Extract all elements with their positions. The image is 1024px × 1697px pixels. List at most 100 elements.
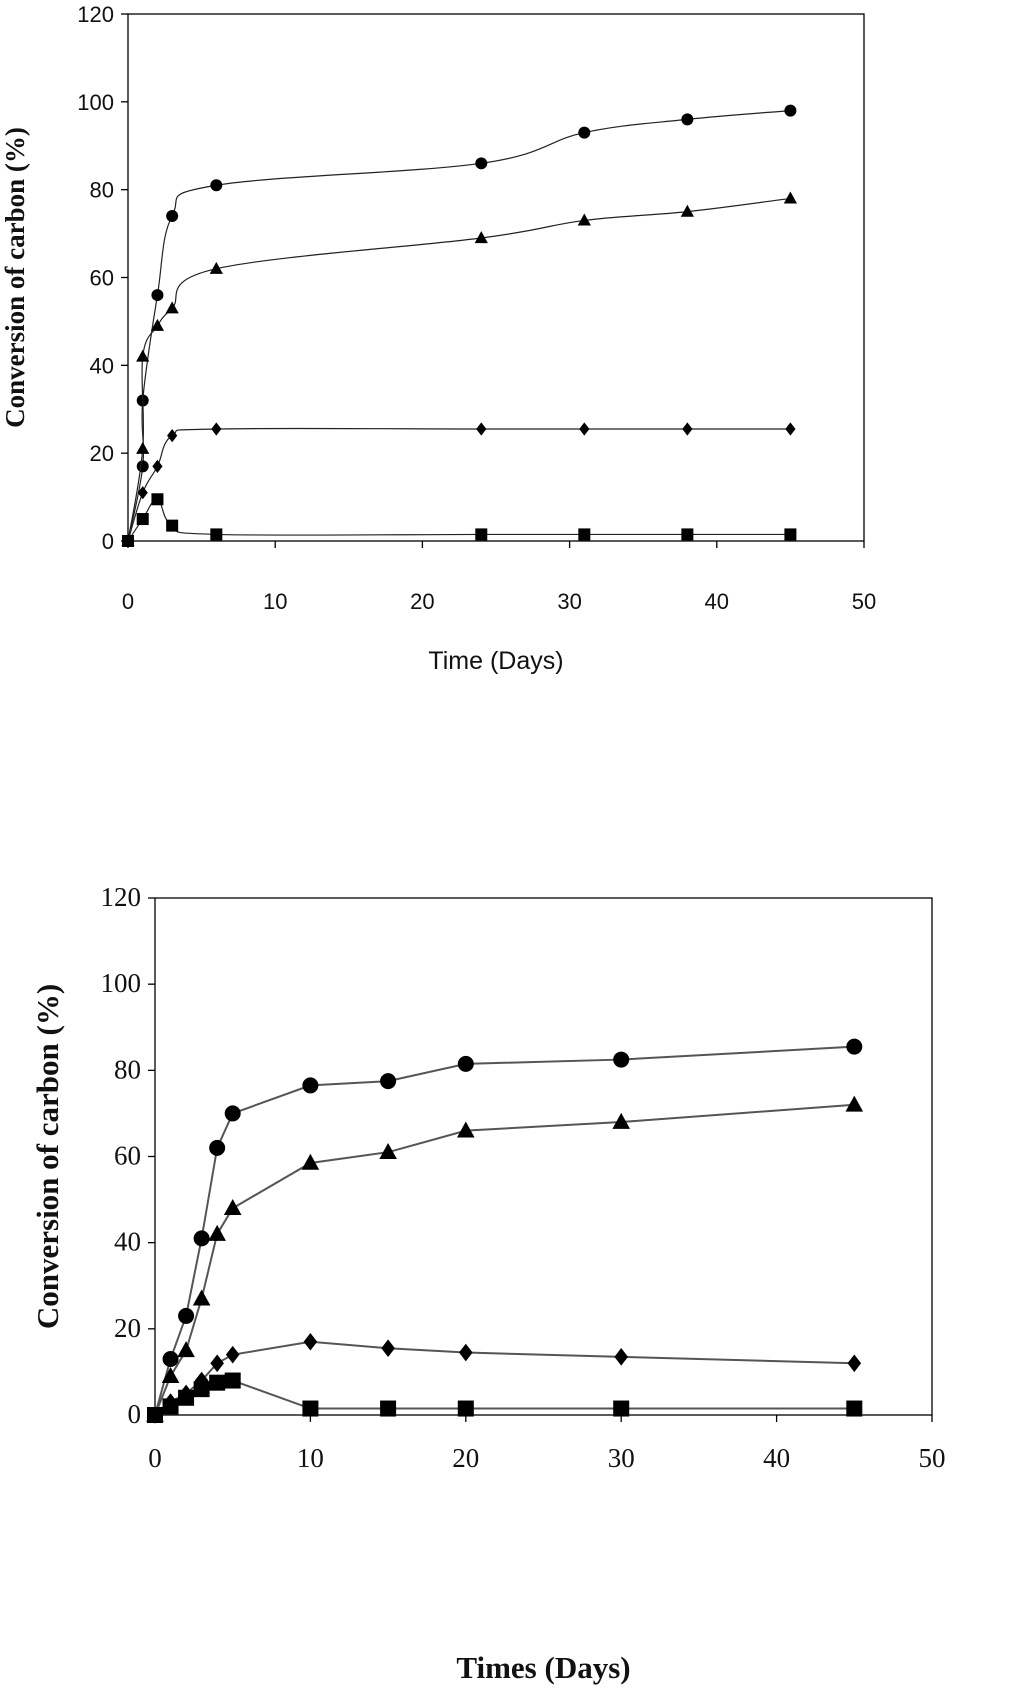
chart1-point-triangle (165, 301, 179, 314)
chart2-point-diamond (459, 1343, 473, 1362)
chart1-point-circle (784, 104, 797, 117)
chart2-point-square (193, 1381, 210, 1398)
chart1-point-circle (151, 289, 164, 302)
chart1-xtick-label: 20 (410, 589, 434, 614)
chart2-point-square (209, 1374, 226, 1391)
chart1-xtick-label: 30 (557, 589, 581, 614)
chart2-ytick-label: 60 (114, 1141, 141, 1171)
chart-bottom-svg: 0 20 40 60 80 100 120 0 10 20 30 40 50 Times (Days) Co… (30, 882, 946, 1685)
chart2-point-circle (193, 1230, 210, 1247)
chart2-xtick-label: 20 (452, 1443, 479, 1473)
chart1-point-square (210, 528, 223, 541)
chart2-line-square (154, 1379, 855, 1416)
chart2-line-triangle (154, 1103, 855, 1416)
chart-bottom: 0 20 40 60 80 100 120 0 10 20 30 40 50 Times (Days) Co… (0, 880, 1024, 1697)
chart2-point-triangle (223, 1199, 242, 1215)
chart2-point-circle (302, 1077, 319, 1094)
chart2-xtick-label: 30 (608, 1443, 635, 1473)
chart2-series-circle (147, 1038, 863, 1423)
chart1-x-axis-label: Time (Days) (428, 647, 563, 675)
chart1-point-square (578, 528, 591, 541)
chart2-point-triangle (161, 1367, 180, 1384)
chart1-point-circle (475, 157, 488, 170)
chart2-ytick-label: 80 (114, 1054, 141, 1084)
chart1-series-circle (122, 104, 797, 547)
chart-top: 0 20 40 60 80 100 120 0 10 20 30 40 50 Time (Days) Con… (0, 0, 1024, 760)
chart1-point-triangle (680, 204, 694, 217)
chart1-point-diamond (167, 429, 178, 443)
chart2-point-circle (162, 1350, 179, 1367)
chart1-xtick-label: 50 (852, 589, 876, 614)
chart1-point-diamond (785, 422, 796, 436)
chart1-ytick-label: 60 (90, 266, 114, 291)
chart2-xtick-label: 10 (297, 1443, 324, 1473)
chart2-xtick-label: 40 (763, 1443, 790, 1473)
chart1-point-diamond (137, 486, 148, 500)
chart1-xtick-label: 0 (122, 589, 134, 614)
chart2-ytick-label: 120 (101, 882, 142, 912)
chart2-y-axis-label: Conversion of carbon (%) (30, 984, 65, 1329)
chart2-line-diamond (154, 1340, 855, 1416)
chart1-line-diamond (127, 427, 791, 542)
chart2-series-square (147, 1372, 863, 1423)
chart1-point-diamond (152, 459, 163, 473)
chart1-line-triangle (127, 197, 791, 542)
chart1-point-diamond (211, 422, 222, 436)
chart1-ytick-label: 20 (90, 441, 114, 466)
chart1-point-triangle (150, 318, 165, 331)
chart2-x-axis-label: Times (Days) (456, 1650, 630, 1685)
chart2-point-circle (613, 1051, 630, 1068)
chart2-point-diamond (194, 1371, 209, 1390)
chart2-ytick-label: 20 (114, 1313, 141, 1343)
chart2-point-square (380, 1400, 397, 1417)
chart2-point-triangle (379, 1142, 397, 1159)
chart1-line-circle (127, 110, 791, 542)
chart2-series-diamond (148, 1332, 862, 1424)
chart1-point-circle (681, 113, 694, 126)
chart2-ytick-label: 0 (128, 1399, 142, 1429)
chart2-point-triangle (457, 1121, 475, 1138)
chart1-point-square (166, 519, 179, 532)
chart1-ytick-label: 120 (77, 2, 114, 27)
chart1-point-square (475, 528, 488, 541)
chart2-point-square (147, 1407, 163, 1423)
chart2-point-square (178, 1389, 195, 1406)
chart2-point-square (302, 1400, 319, 1417)
chart2-point-diamond (614, 1348, 628, 1366)
chart1-point-square (151, 493, 164, 506)
chart2-ytick-label: 40 (114, 1227, 141, 1257)
chart1-xtick-label: 10 (263, 589, 287, 614)
chart1-point-diamond (579, 422, 590, 436)
chart2-point-diamond (225, 1345, 240, 1364)
chart1-xtick-label: 40 (705, 589, 729, 614)
chart2-point-circle (224, 1105, 241, 1122)
chart1-point-circle (136, 460, 149, 473)
chart1-point-triangle (209, 261, 223, 274)
chart1-series-square (122, 493, 797, 547)
chart1-ytick-label: 100 (77, 90, 114, 115)
chart2-point-triangle (177, 1341, 195, 1358)
chart1-y-axis-label: Conversion of carbon (%) (0, 127, 30, 428)
chart2-point-diamond (847, 1354, 862, 1373)
chart1-point-square (136, 513, 149, 526)
chart1-point-square (122, 535, 134, 547)
chart1-point-square (784, 528, 797, 541)
chart1-series-triangle (121, 191, 797, 547)
chart1-point-triangle (783, 191, 797, 204)
chart1-point-circle (166, 210, 179, 223)
chart2-plot-frame (154, 897, 933, 1416)
chart1-point-square (681, 528, 694, 541)
chart2-point-square (162, 1398, 179, 1415)
chart2-point-triangle (301, 1153, 320, 1170)
chart2-point-circle (209, 1139, 226, 1156)
chart1-point-triangle (136, 349, 150, 362)
chart2-point-triangle (192, 1289, 211, 1306)
chart2-point-circle (380, 1073, 397, 1090)
chart1-series-diamond (122, 422, 796, 548)
chart2-point-circle (846, 1038, 863, 1055)
chart2-point-circle (457, 1055, 474, 1072)
chart2-point-circle (178, 1307, 195, 1324)
chart1-point-triangle (136, 441, 150, 454)
chart1-ytick-label: 0 (102, 529, 114, 554)
chart2-point-diamond (210, 1354, 224, 1373)
